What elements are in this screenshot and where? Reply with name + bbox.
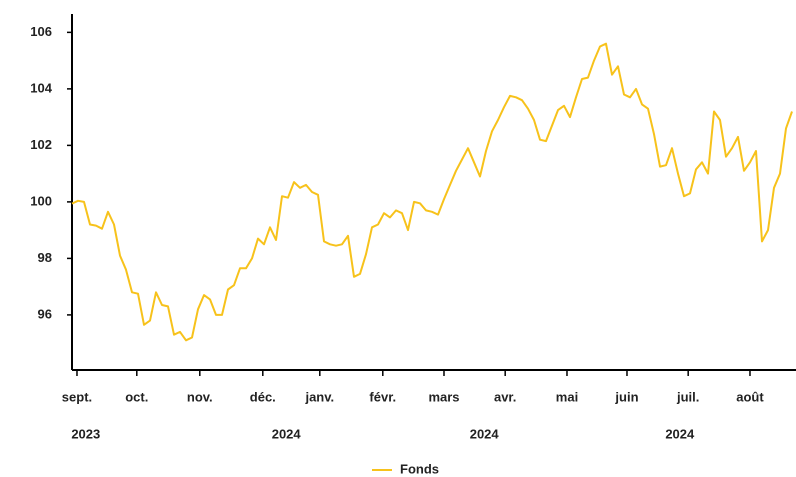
year-label: 2024: [272, 426, 302, 441]
x-tick-label: juil.: [676, 389, 699, 404]
year-label: 2024: [665, 426, 695, 441]
x-tick-label: déc.: [250, 389, 276, 404]
x-tick-label: août: [736, 389, 764, 404]
x-tick-label: avr.: [494, 389, 516, 404]
y-tick-label: 98: [38, 250, 52, 265]
x-tick-label: mai: [556, 389, 578, 404]
y-tick-label: 100: [30, 193, 52, 208]
year-label: 2023: [71, 426, 100, 441]
x-tick-label: févr.: [369, 389, 396, 404]
year-label: 2024: [470, 426, 500, 441]
x-tick-label: mars: [428, 389, 459, 404]
x-tick-label: nov.: [187, 389, 213, 404]
y-tick-label: 96: [38, 306, 52, 321]
x-tick-label: sept.: [62, 389, 92, 404]
y-tick-label: 102: [30, 137, 52, 152]
x-tick-label: juin: [614, 389, 638, 404]
y-tick-label: 104: [30, 80, 52, 95]
line: [71, 42, 793, 342]
legend-label: Fonds: [400, 461, 439, 476]
x-tick-label: janv.: [304, 389, 334, 404]
y-tick-label: 106: [30, 24, 52, 39]
x-tick-label: oct.: [125, 389, 148, 404]
